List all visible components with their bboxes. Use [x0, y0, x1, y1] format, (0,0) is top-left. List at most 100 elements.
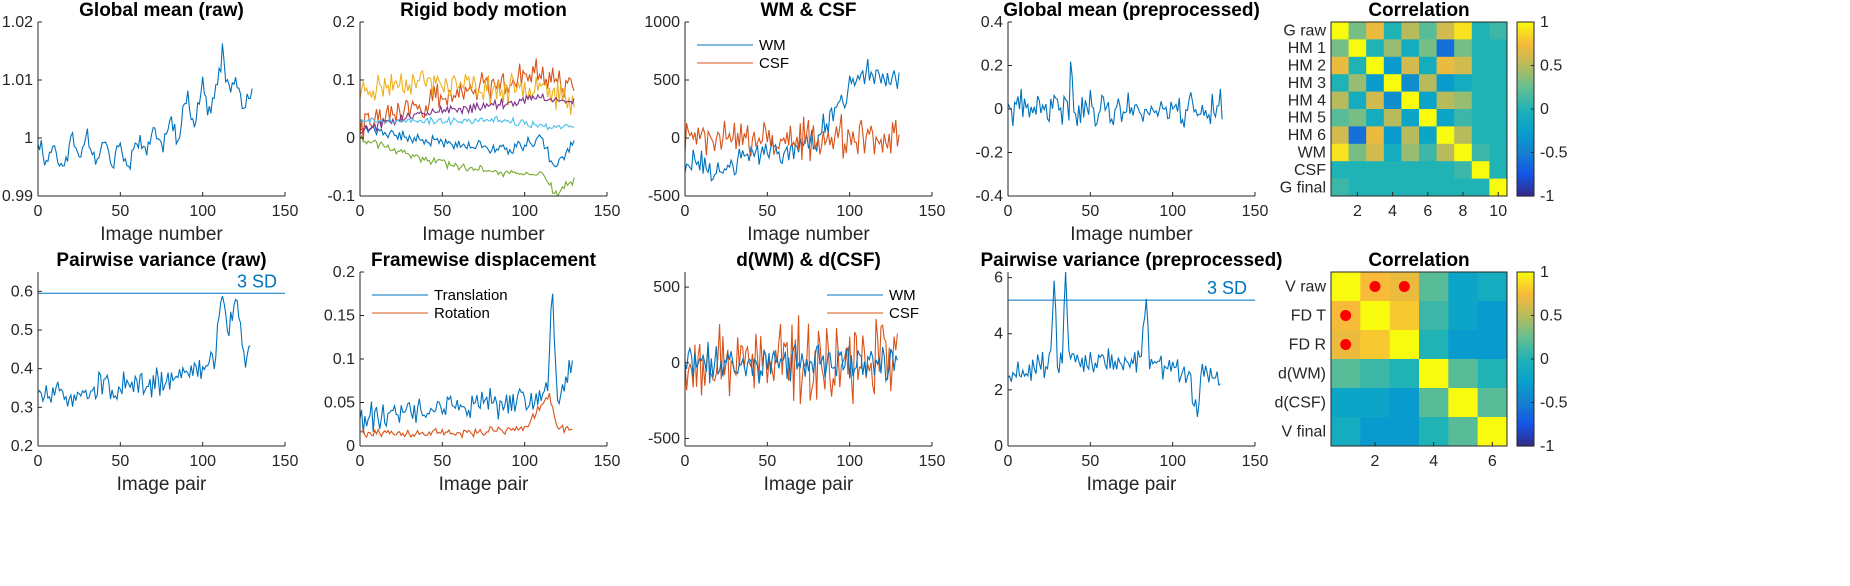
heatmap-cell	[1436, 56, 1455, 75]
panel-title: d(WM) & d(CSF)	[736, 250, 881, 271]
colorbar-tick-label: 1	[1540, 14, 1549, 31]
colorbar-tick-label: 0.5	[1540, 58, 1562, 75]
y-tick-label: 1.02	[2, 14, 33, 31]
heatmap-cell	[1331, 39, 1350, 58]
y-tick-label: -0.4	[975, 188, 1003, 205]
series-line-3	[360, 92, 575, 135]
panel-title: WM & CSF	[760, 0, 856, 21]
heatmap-frame	[1330, 21, 1508, 197]
panel-title: Global mean (preprocessed)	[1003, 0, 1260, 21]
x-tick-label: 6	[1423, 203, 1432, 220]
heatmap-cell	[1331, 143, 1350, 162]
colorbar-segment	[1517, 149, 1534, 154]
heatmap-cell	[1389, 330, 1420, 360]
row-label: HM 6	[1288, 127, 1326, 144]
y-tick-label: 0	[671, 130, 680, 147]
colorbar-segment	[1517, 434, 1534, 438]
colorbar-segment	[1517, 338, 1534, 343]
colorbar-segment	[1517, 379, 1534, 383]
x-axis-label: Image number	[1070, 224, 1193, 245]
heatmap-cell	[1448, 301, 1479, 331]
row-label: WM	[1298, 145, 1326, 162]
heatmap-cell	[1401, 39, 1420, 58]
colorbar-segment	[1517, 45, 1534, 49]
y-tick-label: 2	[994, 382, 1003, 399]
colorbar-segment	[1517, 36, 1534, 40]
colorbar-segment	[1517, 283, 1534, 288]
colorbar-segment	[1517, 309, 1534, 314]
colorbar-segment	[1517, 22, 1534, 26]
colorbar-segment	[1517, 364, 1534, 369]
colorbar-segment	[1517, 158, 1534, 162]
row-label: HM 1	[1288, 40, 1326, 57]
colorbar-segment	[1517, 175, 1534, 180]
heatmap-cell	[1366, 91, 1385, 110]
colorbar-segment	[1517, 315, 1534, 319]
colorbar-segment	[1517, 335, 1534, 340]
x-tick-label: 50	[111, 453, 129, 470]
x-tick-label: 2	[1353, 203, 1362, 220]
heatmap-cell	[1448, 417, 1479, 447]
colorbar-segment	[1517, 272, 1534, 276]
colorbar-segment	[1517, 48, 1534, 52]
y-tick-label: 1000	[644, 14, 680, 31]
series-line-0	[38, 295, 251, 407]
colorbar-segment	[1517, 295, 1534, 299]
x-tick-label: 150	[1242, 203, 1269, 220]
panel-title: Global mean (raw)	[79, 0, 244, 21]
series-line-2	[360, 69, 575, 115]
x-tick-label: 100	[189, 203, 216, 220]
x-axis-label: Image pair	[117, 474, 207, 495]
significance-marker	[1398, 281, 1410, 292]
series-group	[38, 295, 251, 407]
y-tick-label: 0.2	[11, 438, 33, 455]
x-tick-label: 10	[1489, 203, 1507, 220]
heatmap-cell	[1471, 143, 1490, 162]
colorbar-segment	[1517, 367, 1534, 372]
colorbar-segment	[1517, 164, 1534, 168]
x-tick-label: 4	[1388, 203, 1397, 220]
heatmap-cell	[1348, 126, 1367, 145]
y-tick-label: 500	[653, 72, 680, 89]
colorbar-segment	[1517, 85, 1534, 90]
panel-global-mean-preprocessed: Global mean (preprocessed) 0 50 100 150 -0.4 -…	[975, 0, 1268, 245]
heatmap-cell	[1477, 330, 1508, 360]
x-tick-label: 0	[34, 453, 43, 470]
heatmap-cell	[1366, 22, 1385, 40]
colorbar-segment	[1517, 167, 1534, 171]
y-tick-label: 0.4	[11, 361, 33, 378]
colorbar-segment	[1517, 350, 1534, 354]
colorbar-segment	[1517, 327, 1534, 331]
legend-label: CSF	[889, 305, 919, 322]
colorbar-segment	[1517, 289, 1534, 293]
heatmap-cell	[1401, 56, 1420, 75]
row-label: G raw	[1283, 23, 1326, 40]
heatmap-cell	[1419, 178, 1438, 197]
series-line-4	[360, 134, 575, 196]
heatmap-cell	[1489, 178, 1508, 197]
colorbar-segment	[1517, 193, 1534, 197]
y-tick-label: 4	[994, 326, 1003, 343]
heatmap-cell	[1489, 56, 1508, 75]
heatmap-cell	[1331, 109, 1350, 127]
x-tick-label: 100	[836, 203, 863, 220]
heatmap-cell	[1348, 161, 1367, 180]
x-tick-label: 150	[919, 453, 946, 470]
legend-label: CSF	[759, 55, 789, 72]
series-group	[1008, 272, 1221, 417]
series-line-0	[685, 58, 900, 183]
colorbar-segment	[1517, 51, 1534, 55]
colorbar-segment	[1517, 393, 1534, 398]
heatmap-cell	[1401, 143, 1420, 162]
x-tick-label: 0	[681, 453, 690, 470]
row-label: HM 4	[1288, 92, 1326, 109]
series-line-0	[1008, 272, 1221, 417]
colorbar-segment	[1517, 39, 1534, 43]
heatmap-cell	[1477, 388, 1508, 418]
colorbar-segment	[1517, 59, 1534, 64]
row-label: G final	[1280, 179, 1326, 196]
series-group	[685, 58, 900, 183]
colorbar-segment	[1517, 56, 1534, 61]
x-tick-label: 100	[511, 453, 538, 470]
colorbar-segment	[1517, 414, 1534, 418]
